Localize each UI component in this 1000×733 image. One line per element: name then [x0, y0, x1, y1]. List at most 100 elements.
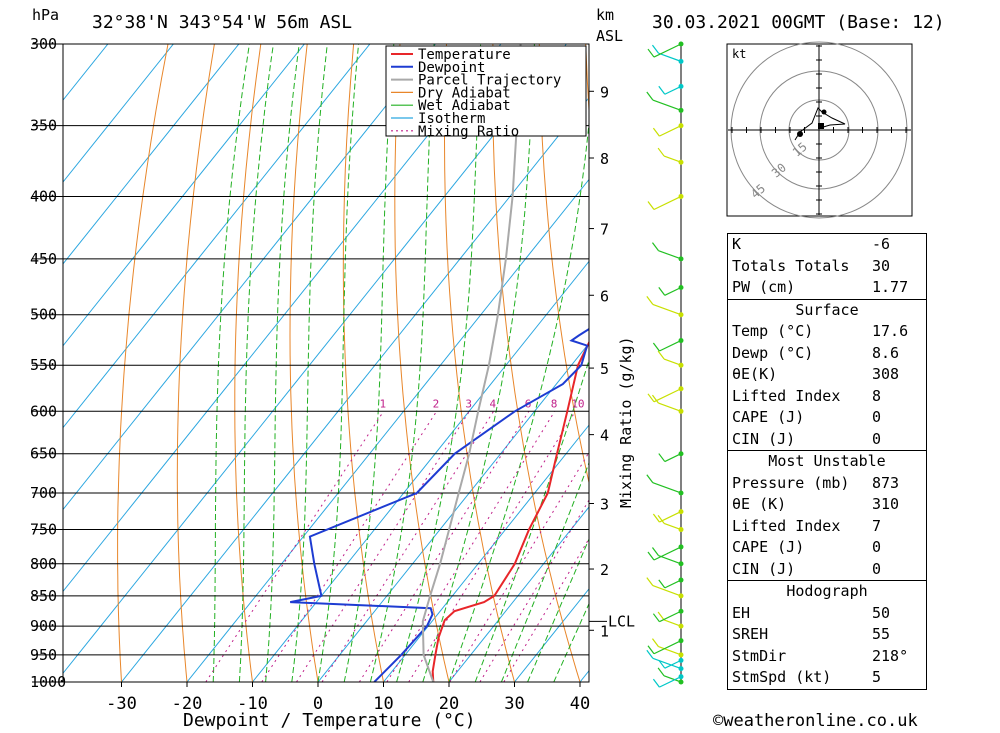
km-tick-label: 8 — [600, 150, 609, 168]
stmdir-row: StmDir 218° — [728, 646, 926, 668]
wind-barb — [659, 340, 682, 352]
isotherm-line — [186, 178, 589, 682]
wind-barb — [659, 610, 682, 623]
mixing-ratio-label: 3 — [465, 397, 472, 410]
km-tick-label: 5 — [600, 360, 609, 378]
wind-barb — [663, 522, 682, 531]
wind-barb-flag — [646, 296, 654, 305]
isotherm-line — [448, 506, 589, 682]
datetime-title: 30.03.2021 00GMT (Base: 12) — [652, 12, 945, 33]
pw-row: PW (cm) 1.77 — [728, 277, 926, 299]
wind-barb — [653, 43, 682, 58]
mu-li-label: Lifted Index — [732, 516, 841, 535]
totals-totals-row: Totals Totals 30 — [728, 256, 926, 278]
k-index-value: -6 — [872, 235, 891, 253]
wind-barb-flag — [657, 611, 665, 621]
surface-cape-label: CAPE (J) — [732, 408, 805, 426]
hodograph-unit-label: kt — [732, 47, 746, 61]
pressure-label: 500 — [30, 306, 57, 324]
mu-li-row: Lifted Index 7 — [728, 516, 926, 538]
x-tick-label: 10 — [373, 694, 393, 714]
wind-barb-flag — [658, 85, 666, 95]
km-tick-label: 1 — [600, 622, 609, 640]
wind-barb — [664, 453, 682, 463]
mixing-ratio-line — [479, 499, 589, 682]
mu-cin-row: CIN (J) 0 — [728, 559, 926, 581]
pw-label: PW (cm) — [732, 278, 796, 296]
mu-cape-label: CAPE (J) — [732, 538, 805, 556]
surface-li-row: Lifted Index 8 — [728, 386, 926, 408]
wind-barb-flag — [651, 547, 659, 556]
wind-barb — [652, 585, 682, 597]
mu-cape-value: 0 — [872, 538, 882, 556]
pressure-label: 450 — [30, 250, 57, 268]
totals-totals-value: 30 — [872, 256, 891, 275]
pressure-label: 800 — [30, 555, 57, 573]
wind-barb-flag — [651, 394, 659, 404]
mu-li-value: 7 — [872, 516, 882, 535]
wind-barb-flag — [647, 48, 655, 58]
wind-barb-flag — [657, 667, 665, 677]
mixing-ratio-line — [261, 411, 438, 682]
km-label: km — [596, 6, 614, 24]
wind-barb — [653, 388, 682, 403]
wind-barb — [664, 579, 682, 589]
mixing-ratio-line — [386, 411, 556, 682]
stmspd-label: StmSpd (kt) — [732, 668, 832, 686]
surface-dewp-row: Dewp (°C) 8.6 — [728, 343, 926, 365]
pressure-label: 750 — [30, 521, 57, 539]
x-tick-label: 40 — [570, 694, 590, 714]
asl-label: ASL — [596, 27, 623, 45]
eh-value: 50 — [872, 603, 891, 622]
k-index-row: K -6 — [728, 234, 926, 256]
dry-adiabat-line — [176, 44, 215, 682]
most-unstable-section: Most Unstable Pressure (mb) 873 θE (K) 310… — [728, 450, 926, 580]
surface-theta-label: θE(K) — [732, 365, 778, 383]
x-tick-label: -20 — [172, 694, 203, 714]
surface-cin-row: CIN (J) 0 — [728, 429, 926, 451]
km-tick-label: 4 — [600, 427, 609, 445]
surface-theta-row: θE(K) 308 — [728, 364, 926, 386]
wind-barb — [659, 125, 682, 137]
surface-title: Surface — [795, 300, 859, 319]
dry-adiabat-line — [342, 44, 384, 682]
isotherm-line — [63, 44, 305, 347]
isotherm-line — [63, 44, 502, 593]
stmspd-value: 5 — [872, 668, 882, 686]
wet-adiabat-line — [553, 602, 589, 682]
surface-cin-label: CIN (J) — [732, 429, 796, 448]
wind-barb — [658, 52, 682, 62]
pw-value: 1.77 — [872, 278, 909, 296]
mixing-ratio-label: 2 — [433, 397, 440, 410]
wind-barb-flag — [658, 453, 666, 462]
most-unstable-title: Most Unstable — [768, 452, 886, 470]
footer-credit: ©weatheronline.co.uk — [713, 711, 918, 731]
sreh-label: SREH — [732, 625, 769, 643]
hodograph-title: Hodograph — [786, 582, 868, 600]
pressure-label: 650 — [30, 445, 57, 463]
wind-barb — [663, 358, 682, 366]
x-tick-label: -10 — [237, 694, 268, 714]
dry-adiabat-line — [117, 44, 169, 682]
mixing-ratio-label: 8 — [551, 397, 558, 410]
sreh-row: SREH 55 — [728, 624, 926, 646]
legend-box — [385, 45, 587, 137]
mu-theta-row: θE (K) 310 — [728, 494, 926, 516]
wind-barb — [653, 640, 682, 655]
pressure-label: 300 — [30, 35, 57, 53]
hodograph-storm-motion — [818, 123, 824, 129]
pressure-label: 700 — [30, 484, 57, 502]
eh-row: EH 50 — [728, 603, 926, 625]
temperature-line — [431, 340, 589, 682]
wind-barb-flag — [647, 393, 655, 403]
mixing-ratio-line — [321, 411, 494, 682]
surface-dewp-label: Dewp (°C) — [732, 343, 814, 362]
wind-barb-flag — [652, 678, 660, 688]
wind-barb-flag — [658, 659, 666, 669]
wind-barb-flag — [646, 649, 654, 659]
wind-barb-flag — [658, 579, 666, 589]
legend-label: Mixing Ratio — [418, 124, 519, 140]
hodograph-point — [821, 109, 827, 115]
dewpoint-line — [290, 327, 589, 682]
wind-barb — [664, 85, 682, 95]
